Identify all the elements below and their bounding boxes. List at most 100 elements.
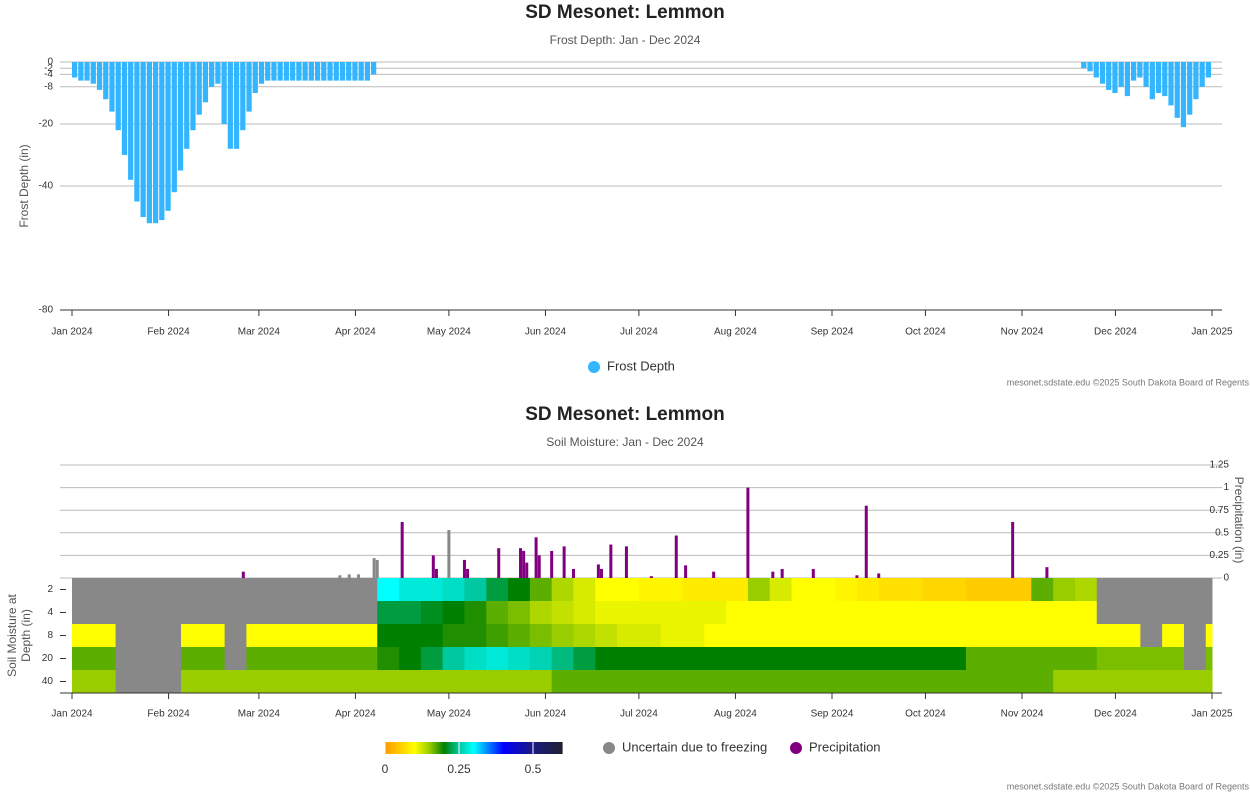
moisture-cell: [987, 624, 1011, 647]
moisture-cell: [835, 578, 858, 601]
moisture-cell: [551, 670, 574, 693]
legend-label: Frost Depth: [607, 358, 675, 373]
moisture-cell: [464, 647, 487, 670]
moisture-cell: [1162, 624, 1185, 647]
moisture-cell: [377, 624, 400, 647]
moisture-cell: [1074, 670, 1098, 693]
moisture-cell: [747, 624, 771, 647]
x-tick-label: May 2024: [427, 709, 471, 720]
moisture-cell: [268, 624, 291, 647]
moisture-cell: [72, 624, 95, 647]
frost-bar: [171, 62, 177, 193]
y-tick-label: -2: [44, 63, 53, 74]
moisture-cell: [900, 578, 923, 601]
x-tick-label: Jul 2024: [620, 327, 658, 338]
moisture-cell: [704, 670, 727, 693]
moisture-cell: [268, 670, 291, 693]
moisture-cell: [224, 647, 247, 670]
moisture-cell: [660, 601, 683, 624]
moisture-cell: [638, 624, 662, 647]
moisture-cell: [791, 647, 814, 670]
moisture-cell: [1183, 624, 1207, 647]
moisture-cell: [464, 670, 487, 693]
moisture-cell: [1009, 578, 1032, 601]
moisture-cell: [813, 670, 836, 693]
moisture-cell: [181, 670, 204, 693]
x-tick-label: Sep 2024: [811, 327, 854, 338]
moisture-cell: [856, 647, 880, 670]
moisture-cell: [987, 578, 1011, 601]
moisture-cell: [1074, 601, 1098, 624]
frost-bar: [78, 62, 84, 81]
moisture-cell: [595, 624, 618, 647]
moisture-cell: [355, 647, 378, 670]
moisture-cell: [486, 647, 509, 670]
precip-bar: [338, 575, 342, 578]
precip-bar: [434, 568, 438, 578]
moisture-cell: [1009, 670, 1032, 693]
precip-bar: [1011, 521, 1015, 578]
moisture-cell: [1009, 647, 1032, 670]
moisture-cell: [551, 601, 574, 624]
precip-bar: [864, 505, 868, 578]
moisture-cell: [268, 578, 291, 601]
frost-bar: [152, 62, 159, 224]
moisture-cell: [311, 578, 335, 601]
moisture-cell: [1096, 647, 1120, 670]
y2-tick-label: 0.75: [1210, 505, 1230, 516]
x-tick-label: Aug 2024: [714, 327, 757, 338]
moisture-cell: [1053, 670, 1076, 693]
frost-bar: [1155, 62, 1162, 93]
frost-bar: [314, 62, 321, 81]
moisture-cell: [1096, 578, 1120, 601]
y-tick-label: 2: [47, 584, 53, 595]
moisture-cell: [115, 578, 138, 601]
frost-bar: [96, 62, 103, 90]
moisture-cell: [399, 670, 422, 693]
moisture-cell: [791, 624, 814, 647]
moisture-cell: [268, 601, 291, 624]
moisture-cell: [290, 647, 313, 670]
frost-bar: [364, 62, 371, 81]
moisture-cell: [115, 647, 138, 670]
moisture-cell: [965, 601, 989, 624]
moisture-cell: [377, 647, 400, 670]
chart-subtitle: Soil Moisture: Jan - Dec 2024: [546, 435, 704, 449]
moisture-cell: [922, 647, 945, 670]
moisture-cell: [486, 601, 509, 624]
frost-bar: [1099, 62, 1106, 84]
moisture-cell: [835, 647, 858, 670]
moisture-cell: [660, 578, 683, 601]
frost-bar: [290, 62, 296, 81]
precip-bar: [855, 575, 859, 578]
moisture-cell: [72, 647, 95, 670]
moisture-cell: [965, 670, 989, 693]
moisture-cell: [137, 670, 160, 693]
precip-bar: [431, 555, 435, 578]
precip-bar: [571, 568, 575, 578]
moisture-cell: [1031, 670, 1054, 693]
moisture-cell: [508, 578, 531, 601]
x-tick-label: Jun 2024: [525, 709, 567, 720]
moisture-cell: [944, 647, 967, 670]
moisture-cell: [682, 647, 705, 670]
moisture-cell: [159, 647, 182, 670]
frost-bar: [1093, 62, 1099, 78]
moisture-cell: [573, 624, 596, 647]
moisture-cell: [486, 624, 509, 647]
moisture-cell: [791, 601, 814, 624]
moisture-cell: [682, 670, 705, 693]
legend-marker: [790, 742, 802, 754]
precip-bar: [811, 568, 815, 578]
moisture-cell: [726, 578, 749, 601]
x-tick-label: Dec 2024: [1094, 327, 1137, 338]
moisture-cell: [1096, 670, 1120, 693]
legend-marker: [603, 742, 615, 754]
y-tick-label: 8: [47, 630, 53, 641]
y2-tick-label: 1: [1223, 482, 1229, 493]
frost-bar: [308, 62, 314, 81]
frost-bar: [1118, 62, 1124, 87]
x-tick-label: Aug 2024: [714, 709, 757, 720]
moisture-cell: [290, 578, 313, 601]
frost-bar: [1205, 62, 1211, 78]
